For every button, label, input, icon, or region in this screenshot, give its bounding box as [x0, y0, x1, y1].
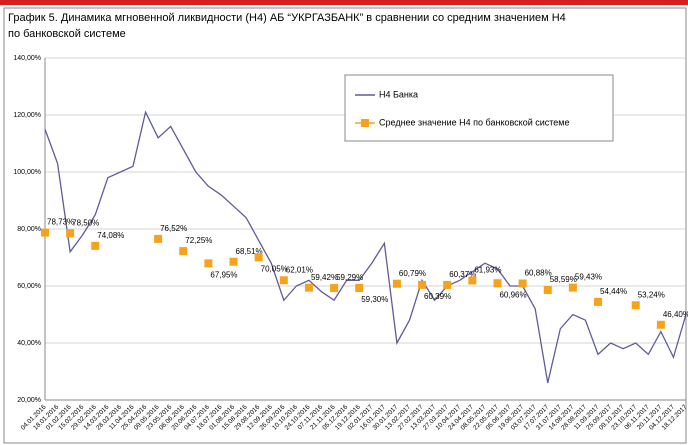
data-label: 67,95%: [210, 270, 237, 279]
avg-marker: [443, 280, 452, 289]
y-tick-label: 120,00%: [13, 112, 41, 119]
avg-marker: [204, 259, 213, 268]
legend-marker: [361, 119, 369, 127]
y-tick-label: 40,00%: [17, 340, 41, 347]
chart-title: График 5. Динамика мгновенной ликвидност…: [8, 12, 566, 40]
avg-marker: [594, 297, 603, 306]
data-label: 60,88%: [525, 269, 552, 278]
avg-marker: [355, 283, 364, 292]
y-tick-label: 20,00%: [17, 397, 41, 404]
data-label: 59,30%: [361, 295, 388, 304]
avg-marker: [543, 286, 552, 295]
avg-marker: [304, 283, 313, 292]
data-label: 60,37%: [449, 270, 476, 279]
avg-marker: [66, 229, 75, 238]
data-label: 72,25%: [185, 236, 212, 245]
data-label: 58,59%: [550, 275, 577, 284]
y-tick-label: 80,00%: [17, 226, 41, 233]
y-tick-label: 100,00%: [13, 169, 41, 176]
data-label: 60,96%: [499, 290, 526, 299]
legend-label: Среднее значение Н4 по банковской систем…: [379, 117, 570, 127]
data-label: 59,43%: [575, 273, 602, 282]
data-label: 78,50%: [72, 218, 99, 227]
data-label: 78,73%: [47, 218, 74, 227]
data-label: 76,52%: [160, 224, 187, 233]
data-label: 46,40%: [663, 310, 688, 319]
avg-marker: [254, 253, 263, 262]
frame: [3, 7, 687, 444]
data-label: 62,01%: [286, 265, 313, 274]
data-label: 74,08%: [97, 231, 124, 240]
data-label: 61,93%: [474, 266, 501, 275]
data-line: [44, 110, 687, 384]
data-label: 54,44%: [600, 287, 627, 296]
avg-marker: [656, 320, 665, 329]
data-label: 68,51%: [236, 247, 263, 256]
avg-marker: [631, 301, 640, 310]
avg-marker: [493, 279, 502, 288]
avg-marker: [154, 234, 163, 243]
avg-marker: [229, 257, 238, 266]
data-label: 59,42%: [311, 273, 338, 282]
avg-marker: [392, 279, 401, 288]
avg-marker: [568, 283, 577, 292]
y-tick-label: 140,00%: [13, 55, 41, 62]
data-label: 59,29%: [336, 273, 363, 282]
top-bar: [0, 0, 688, 5]
data-label: 60,39%: [424, 292, 451, 301]
data-label: 70,05%: [261, 264, 288, 273]
data-label: 60,79%: [399, 269, 426, 278]
avg-marker: [91, 241, 100, 250]
legend-label: Н4 Банка: [379, 89, 418, 99]
legend-box: [344, 74, 614, 142]
avg-marker: [518, 279, 527, 288]
avg-marker: [279, 276, 288, 285]
avg-marker: [468, 276, 477, 285]
y-tick-label: 60,00%: [17, 283, 41, 290]
avg-marker: [179, 247, 188, 256]
data-label: 53,24%: [638, 290, 665, 299]
avg-marker: [330, 284, 339, 293]
avg-marker: [41, 228, 49, 237]
avg-marker: [418, 280, 427, 289]
